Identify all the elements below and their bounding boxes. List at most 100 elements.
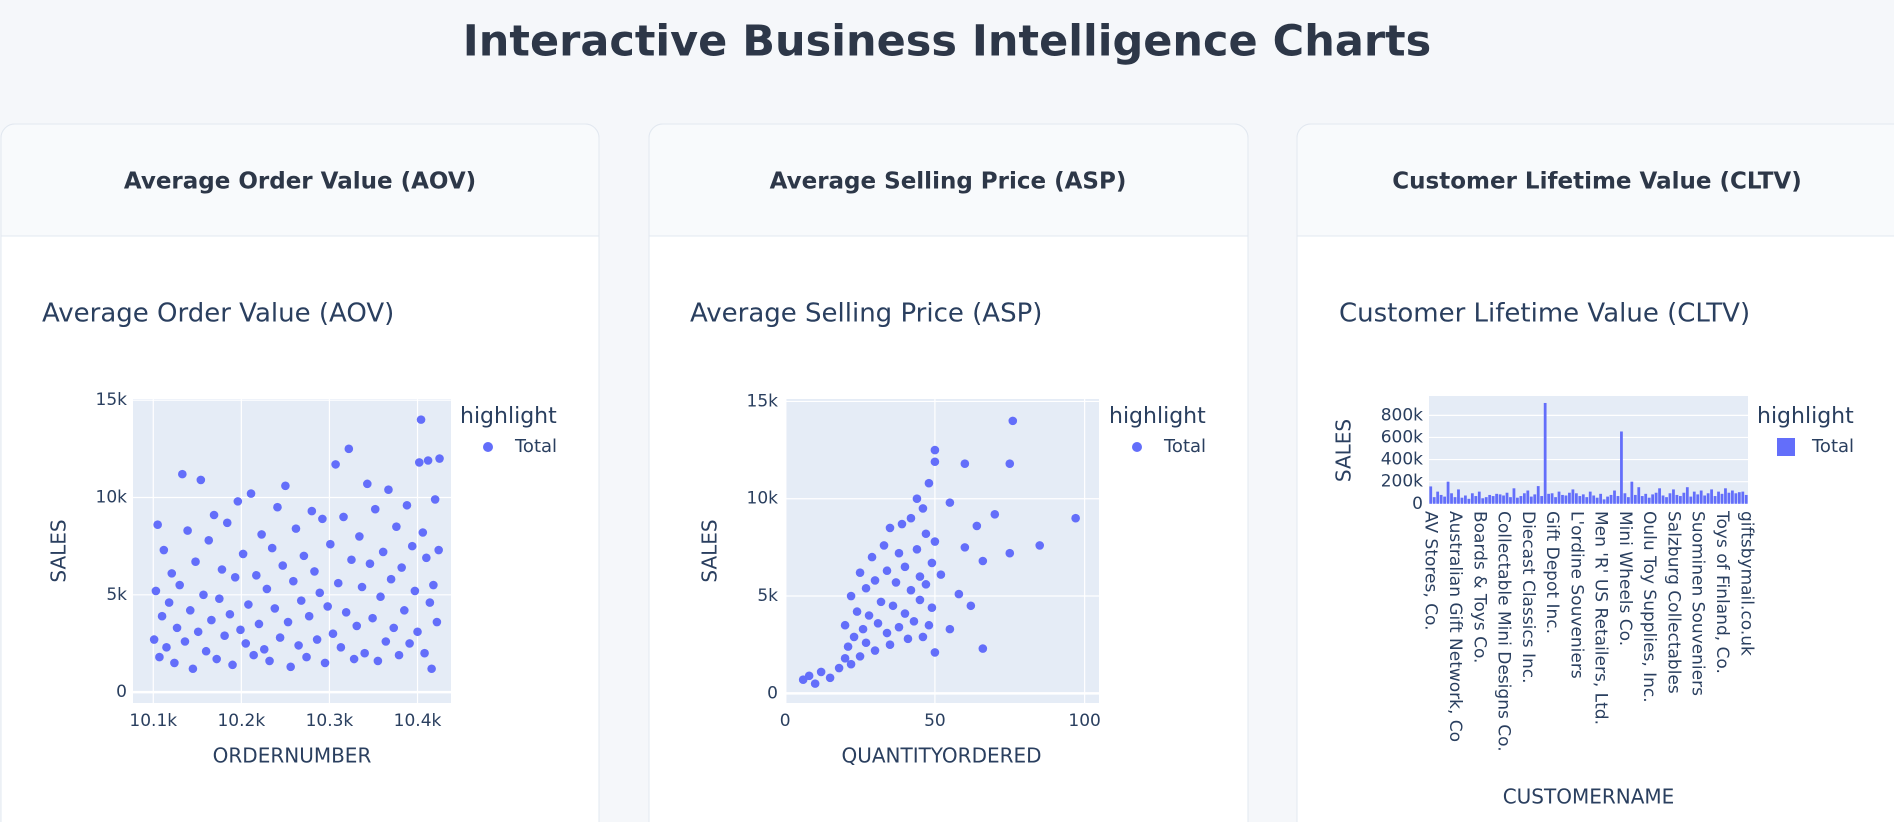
scatter-point (843, 642, 853, 651)
scatter-point (407, 541, 417, 551)
scatter-point (183, 526, 192, 535)
bar (1585, 497, 1589, 504)
scatter-point (885, 640, 895, 649)
scatter-point (296, 596, 306, 605)
y-tick-label: 5k (757, 586, 778, 606)
bar (1561, 494, 1564, 504)
scatter-point (978, 644, 988, 653)
bar (1505, 492, 1509, 504)
scatter-point (885, 523, 895, 533)
scatter-point (434, 545, 443, 555)
scatter-point (410, 586, 420, 596)
scatter-point (365, 559, 375, 568)
scatter-point (257, 530, 266, 539)
bar (1443, 496, 1446, 504)
scatter-point (918, 632, 928, 642)
scatter-point (423, 456, 433, 465)
scatter-point (990, 509, 1000, 519)
scatter-point (894, 622, 904, 632)
scatter-point (891, 578, 901, 587)
scatter-point (249, 650, 258, 660)
scatter-point (217, 565, 227, 574)
bar (1696, 494, 1700, 504)
y-tick-label: 0 (116, 682, 127, 702)
scatter-point (185, 606, 195, 615)
bar (1640, 496, 1644, 504)
scatter-point (278, 561, 288, 570)
scatter-point (873, 618, 883, 628)
x-tick-label: Gift Depot Inc. (1542, 511, 1562, 634)
scatter-point (212, 654, 221, 664)
bar (1685, 487, 1689, 504)
scatter-point (151, 586, 161, 596)
bar (1477, 491, 1481, 504)
scatter-point (945, 624, 955, 634)
x-tick-label: 10.4k (394, 711, 442, 731)
scatter-point (810, 679, 820, 688)
bar (1464, 495, 1467, 504)
scatter-point (427, 664, 436, 674)
scatter-point (425, 598, 435, 607)
bar (1672, 489, 1675, 504)
bar (1675, 494, 1679, 504)
bar (1436, 491, 1440, 504)
scatter-point (357, 582, 367, 592)
bar (1651, 494, 1655, 504)
scatter-point (304, 611, 314, 621)
scatter-point (355, 532, 364, 541)
x-tick-label: Collectable Mini Designs Co. (1494, 511, 1514, 752)
scatter-point (286, 662, 295, 672)
scatter-point (930, 648, 940, 657)
scatter-point (236, 625, 245, 635)
scatter-point (323, 602, 332, 611)
x-tick-label: Diecast Classics Inc. (1518, 511, 1538, 684)
scatter-point (903, 634, 913, 644)
scatter-point (349, 654, 359, 664)
scatter-point (945, 498, 955, 507)
scatter-point (196, 475, 206, 485)
scatter-point (894, 548, 904, 558)
bar (1529, 496, 1533, 504)
x-tick-label: 0 (780, 711, 791, 731)
legend-title: highlight (1109, 404, 1206, 429)
bar (1509, 497, 1512, 504)
x-tick-label: L'ordine Souveniers (1566, 511, 1586, 679)
scatter-point (879, 541, 889, 550)
scatter-point (834, 663, 844, 673)
bar (1543, 402, 1547, 504)
bar (1470, 493, 1474, 504)
scatter-point (840, 654, 850, 663)
plot-area (1429, 396, 1748, 505)
scatter-point (1035, 541, 1045, 550)
bar (1450, 493, 1453, 504)
card-header (0, 123, 600, 237)
scatter-point (972, 521, 982, 531)
bar (1460, 497, 1464, 504)
bar (1502, 495, 1505, 504)
y-axis-title: SALES (698, 519, 722, 582)
scatter-point (930, 537, 940, 546)
bar (1637, 487, 1641, 504)
scatter-point (384, 485, 393, 494)
scatter-point (167, 569, 177, 578)
scatter-point (394, 650, 404, 660)
chart-title: Average Order Value (AOV) (42, 299, 394, 329)
card-header (648, 123, 1249, 237)
scatter-point (254, 619, 264, 629)
x-tick-label: 10.3k (306, 711, 354, 731)
y-axis-title: SALES (47, 519, 71, 582)
scatter-point (840, 620, 850, 630)
scatter-point (381, 637, 391, 646)
scatter-point (180, 637, 190, 646)
scatter-point (275, 633, 285, 642)
scatter-point (1071, 513, 1080, 523)
scatter-point (170, 658, 179, 668)
chart-title: Average Selling Price (ASP) (690, 299, 1042, 329)
bar (1453, 497, 1457, 504)
scatter-point (930, 445, 940, 455)
scatter-point (858, 624, 868, 634)
scatter-point (402, 500, 412, 510)
scatter-point (888, 601, 898, 611)
scatter-point (299, 551, 309, 561)
